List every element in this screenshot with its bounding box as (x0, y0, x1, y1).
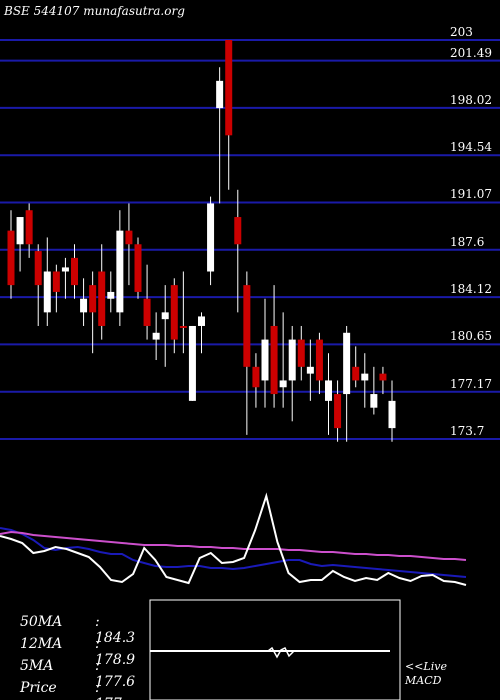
y-tick-label: 187.6 (450, 234, 485, 249)
candle-body (270, 325, 278, 395)
stat-50ma: 50MA : 184.3 (20, 614, 135, 646)
candle-body (170, 285, 178, 340)
y-tick-label: 198.02 (450, 92, 492, 107)
live-label: <<Live (405, 660, 447, 673)
chart-title: BSE 544107 munafasutra.org (4, 4, 185, 18)
candle-body (207, 203, 215, 272)
candle-body (352, 366, 360, 381)
candle-body (52, 271, 60, 292)
stat-price: Price : 177 (20, 680, 122, 700)
macd-signal-line (267, 646, 295, 659)
candle-body (216, 80, 224, 109)
candle-body (252, 366, 260, 388)
moving-average-line (0, 530, 467, 561)
y-tick-label: 194.54 (450, 140, 492, 155)
candle-body (188, 325, 196, 401)
candle-body (234, 217, 242, 245)
y-tick-label: 203 (450, 25, 473, 39)
candle-body (116, 230, 124, 313)
candle-body (343, 332, 351, 395)
y-tick-label: 191.07 (450, 187, 492, 202)
stat-12ma: 12MA : 178.9 (20, 636, 135, 668)
candle-body (243, 285, 251, 367)
candle-body (16, 217, 24, 245)
candles (7, 40, 396, 442)
candle-body (198, 316, 205, 326)
candle-body (71, 257, 78, 286)
price-gridlines (0, 39, 500, 440)
candle-body (261, 339, 269, 381)
candle-body (315, 339, 323, 381)
lower-indicator-panel (0, 492, 467, 700)
candle-body (107, 291, 115, 299)
candle-body (388, 400, 396, 429)
candle-body (379, 373, 387, 381)
candle-body (89, 285, 97, 313)
y-tick-label: 180.65 (450, 329, 492, 344)
candle-body (61, 267, 69, 272)
candle-body (25, 210, 33, 245)
stat-12ma-value: : 178.9 (95, 636, 136, 668)
candle-body (7, 230, 15, 286)
candle-body (288, 339, 296, 381)
candle-body (152, 332, 160, 340)
y-tick-label: 184.12 (450, 282, 492, 297)
candle-body (161, 312, 169, 320)
candle-body (325, 380, 332, 401)
candle-body (80, 298, 88, 313)
stat-5ma-value: : 177.6 (95, 658, 136, 690)
candle-body (143, 298, 151, 326)
stat-price-label: Price (20, 680, 57, 696)
candle-body (306, 366, 314, 374)
candle-body (334, 394, 342, 429)
candle-body (98, 271, 106, 326)
stat-price-value: : 177 (95, 680, 122, 700)
y-tick-label: 177.17 (450, 376, 492, 391)
stat-12ma-label: 12MA (20, 636, 63, 652)
stat-5ma-label: 5MA (20, 658, 54, 674)
candle-body (179, 325, 187, 328)
moving-average-line (0, 492, 467, 586)
stat-5ma: 5MA : 177.6 (20, 658, 135, 690)
candle-body (279, 380, 287, 388)
stat-50ma-value: : 184.3 (95, 614, 136, 646)
y-tick-label: 201.49 (450, 45, 492, 60)
candle-body (370, 394, 378, 408)
candle-body (134, 244, 142, 292)
candle-body (34, 251, 42, 286)
y-tick-label: 173.7 (450, 424, 485, 438)
candle-body (225, 40, 233, 136)
stat-50ma-label: 50MA (20, 614, 63, 630)
moving-average-line (0, 527, 467, 578)
macd-label: MACD (405, 674, 442, 687)
candle-body (361, 373, 369, 381)
candle-body (125, 230, 133, 245)
candle-body (297, 339, 305, 367)
candle-body (43, 271, 51, 313)
